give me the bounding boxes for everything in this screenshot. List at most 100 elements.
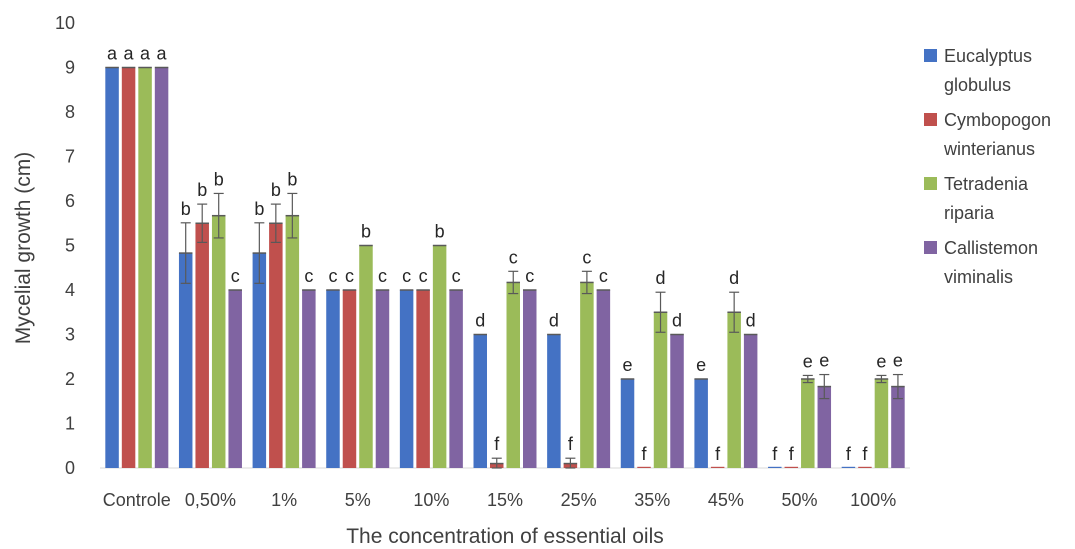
significance-letter: d (475, 311, 485, 331)
y-axis-title: Mycelial growth (cm) (12, 152, 35, 345)
significance-letter: c (304, 266, 313, 286)
bar (154, 67, 169, 468)
legend-swatch (924, 241, 937, 254)
significance-letter: c (378, 266, 387, 286)
bar (858, 466, 872, 468)
x-tick-label: 50% (782, 490, 818, 510)
bar (710, 466, 725, 468)
significance-letter: b (435, 222, 445, 242)
bar (473, 334, 487, 468)
legend-swatch (924, 113, 937, 126)
bar (228, 290, 242, 468)
significance-letter: c (452, 266, 461, 286)
bar (768, 466, 782, 468)
bar (874, 379, 889, 468)
series-group: ac c c c c cd de e (154, 44, 905, 468)
x-tick-label: Controle (103, 490, 171, 510)
bar (285, 215, 300, 468)
significance-letter: f (862, 444, 868, 464)
bar (580, 282, 594, 468)
significance-letter: a (124, 44, 135, 64)
significance-letter: f (494, 434, 500, 454)
bar (252, 253, 267, 468)
bar (637, 466, 651, 468)
bar (727, 312, 741, 468)
y-tick-label: 7 (65, 147, 75, 167)
bar (694, 379, 708, 468)
series-group: ab bc cf f f f f f (121, 44, 872, 469)
bar (620, 379, 635, 468)
bar (449, 290, 463, 468)
bar (326, 290, 340, 468)
legend-label: Eucalyptus (944, 46, 1032, 66)
significance-letter: f (568, 434, 574, 454)
bar (359, 245, 373, 468)
bar (195, 223, 209, 468)
bar (211, 215, 226, 468)
bar (416, 290, 430, 468)
x-tick-label: 45% (708, 490, 744, 510)
bar (891, 386, 905, 468)
legend-label: Callistemon (944, 238, 1038, 258)
y-tick-label: 4 (65, 280, 75, 300)
bar (670, 334, 684, 468)
significance-letter: c (402, 266, 411, 286)
significance-letter: c (328, 266, 337, 286)
y-tick-label: 1 (65, 414, 75, 434)
significance-letter: e (876, 351, 886, 371)
significance-letter: a (107, 44, 118, 64)
bar (138, 67, 152, 468)
y-tick-label: 10 (55, 13, 75, 33)
bar (596, 290, 611, 468)
significance-letter: d (672, 311, 682, 331)
significance-letter: a (157, 44, 168, 64)
significance-letter: f (715, 444, 721, 464)
x-tick-label: 35% (634, 490, 670, 510)
bars-area: ab bc cd de ef fab bc cf f f f f fab bb bc cd de eac c c c c c… (105, 44, 905, 469)
legend-label: globulus (944, 75, 1011, 95)
significance-letter: d (746, 311, 756, 331)
bar (302, 290, 316, 468)
legend-swatch (924, 49, 937, 62)
y-tick-label: 0 (65, 458, 75, 478)
y-tick-label: 3 (65, 325, 75, 345)
bar (547, 334, 561, 468)
x-axis-title: The concentration of essential oils (346, 525, 664, 548)
legend-label: Tetradenia (944, 174, 1029, 194)
bar (178, 253, 193, 468)
significance-letter: f (846, 444, 852, 464)
bar (432, 245, 447, 468)
significance-letter: e (803, 351, 813, 371)
bar (105, 67, 119, 468)
significance-letter: b (181, 199, 191, 219)
x-tick-label: 1% (271, 490, 297, 510)
bar (817, 386, 832, 468)
significance-letter: a (140, 44, 151, 64)
bar (121, 67, 136, 468)
significance-letter: e (819, 351, 829, 371)
significance-letter: c (599, 266, 608, 286)
y-tick-label: 9 (65, 58, 75, 78)
significance-letter: e (696, 355, 706, 375)
legend-label: viminalis (944, 267, 1013, 287)
bar (801, 379, 815, 468)
y-axis-ticks: 0 1 2 3 4 5 6 7 8 9 10 (55, 13, 75, 478)
legend: Eucalyptus globulus Cymbopogon winterianus T… (924, 46, 1051, 287)
significance-letter: b (271, 180, 281, 200)
bar (523, 290, 537, 468)
significance-letter: d (729, 268, 739, 288)
significance-letter: c (582, 247, 591, 267)
legend-label: Cymbopogon (944, 110, 1051, 130)
y-tick-label: 2 (65, 369, 75, 389)
significance-letter: c (419, 266, 428, 286)
series-group: ab bb bc cd de e (138, 44, 889, 468)
bar (653, 312, 668, 468)
x-tick-label: 0,50% (185, 490, 236, 510)
significance-letter: b (361, 222, 371, 242)
bar (784, 466, 799, 468)
significance-letter: c (231, 266, 240, 286)
x-axis-ticks: Controle 0,50% 1% 5% 10% 15% 25% 35% 45% 50% 100% (103, 490, 896, 510)
legend-label: winterianus (943, 139, 1035, 159)
bar (743, 334, 758, 468)
